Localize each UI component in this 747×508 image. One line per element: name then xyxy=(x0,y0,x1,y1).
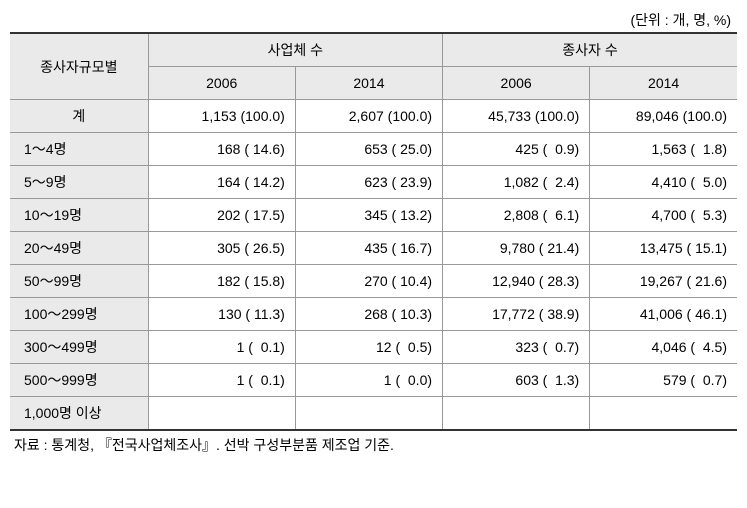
cell: 579 ( 0.7) xyxy=(590,364,737,397)
total-cell: 89,046 (100.0) xyxy=(590,100,737,133)
cell: 13,475 ( 15.1) xyxy=(590,232,737,265)
table-row: 100～299명 130 ( 11.3) 268 ( 10.3) 17,772 … xyxy=(10,298,737,331)
cell: 41,006 ( 46.1) xyxy=(590,298,737,331)
data-table: 종사자규모별 사업체 수 종사자 수 2006 2014 2006 2014 계… xyxy=(10,32,737,431)
cell: 1,082 ( 2.4) xyxy=(443,166,590,199)
table-row: 50～99명 182 ( 15.8) 270 ( 10.4) 12,940 ( … xyxy=(10,265,737,298)
row-label: 50～99명 xyxy=(10,265,148,298)
cell: 12,940 ( 28.3) xyxy=(443,265,590,298)
cell: 653 ( 25.0) xyxy=(295,133,442,166)
row-label: 1～4명 xyxy=(10,133,148,166)
table-row: 500～999명 1 ( 0.1) 1 ( 0.0) 603 ( 1.3) 57… xyxy=(10,364,737,397)
cell: 305 ( 26.5) xyxy=(148,232,295,265)
cell: 1 ( 0.0) xyxy=(295,364,442,397)
year-2006-biz: 2006 xyxy=(148,67,295,100)
cell: 270 ( 10.4) xyxy=(295,265,442,298)
cell: 17,772 ( 38.9) xyxy=(443,298,590,331)
year-2014-emp: 2014 xyxy=(590,67,737,100)
year-2014-biz: 2014 xyxy=(295,67,442,100)
source-note: 자료 : 통계청, 『전국사업체조사』. 선박 구성부분품 제조업 기준. xyxy=(10,435,737,455)
row-label: 10～19명 xyxy=(10,199,148,232)
cell: 4,410 ( 5.0) xyxy=(590,166,737,199)
cell: 1 ( 0.1) xyxy=(148,364,295,397)
cell: 623 ( 23.9) xyxy=(295,166,442,199)
row-label: 300～499명 xyxy=(10,331,148,364)
cell: 130 ( 11.3) xyxy=(148,298,295,331)
cell: 345 ( 13.2) xyxy=(295,199,442,232)
table-row: 1～4명 168 ( 14.6) 653 ( 25.0) 425 ( 0.9) … xyxy=(10,133,737,166)
group-header-biz: 사업체 수 xyxy=(148,33,442,67)
row-label: 20～49명 xyxy=(10,232,148,265)
row-label: 500～999명 xyxy=(10,364,148,397)
row-label: 1,000명 이상 xyxy=(10,397,148,431)
cell: 1 ( 0.1) xyxy=(148,331,295,364)
cell xyxy=(148,397,295,431)
table-row: 5～9명 164 ( 14.2) 623 ( 23.9) 1,082 ( 2.4… xyxy=(10,166,737,199)
cell: 603 ( 1.3) xyxy=(443,364,590,397)
cell: 268 ( 10.3) xyxy=(295,298,442,331)
total-cell: 45,733 (100.0) xyxy=(443,100,590,133)
row-label: 5～9명 xyxy=(10,166,148,199)
cell: 9,780 ( 21.4) xyxy=(443,232,590,265)
cell: 12 ( 0.5) xyxy=(295,331,442,364)
table-row: 1,000명 이상 xyxy=(10,397,737,431)
total-cell: 1,153 (100.0) xyxy=(148,100,295,133)
cell: 1,563 ( 1.8) xyxy=(590,133,737,166)
group-header-emp: 종사자 수 xyxy=(443,33,737,67)
unit-label: (단위 : 개, 명, %) xyxy=(10,10,737,30)
table-row: 10～19명 202 ( 17.5) 345 ( 13.2) 2,808 ( 6… xyxy=(10,199,737,232)
row-label: 100～299명 xyxy=(10,298,148,331)
cell: 19,267 ( 21.6) xyxy=(590,265,737,298)
cell: 425 ( 0.9) xyxy=(443,133,590,166)
row-header-label: 종사자규모별 xyxy=(10,33,148,100)
cell: 323 ( 0.7) xyxy=(443,331,590,364)
cell: 435 ( 16.7) xyxy=(295,232,442,265)
table-row: 20～49명 305 ( 26.5) 435 ( 16.7) 9,780 ( 2… xyxy=(10,232,737,265)
total-row: 계 1,153 (100.0) 2,607 (100.0) 45,733 (10… xyxy=(10,100,737,133)
group-header-row: 종사자규모별 사업체 수 종사자 수 xyxy=(10,33,737,67)
total-label: 계 xyxy=(10,100,148,133)
cell xyxy=(295,397,442,431)
cell: 164 ( 14.2) xyxy=(148,166,295,199)
cell: 2,808 ( 6.1) xyxy=(443,199,590,232)
cell xyxy=(590,397,737,431)
total-cell: 2,607 (100.0) xyxy=(295,100,442,133)
cell: 4,046 ( 4.5) xyxy=(590,331,737,364)
cell xyxy=(443,397,590,431)
cell: 168 ( 14.6) xyxy=(148,133,295,166)
year-2006-emp: 2006 xyxy=(443,67,590,100)
table-row: 300～499명 1 ( 0.1) 12 ( 0.5) 323 ( 0.7) 4… xyxy=(10,331,737,364)
cell: 182 ( 15.8) xyxy=(148,265,295,298)
cell: 4,700 ( 5.3) xyxy=(590,199,737,232)
cell: 202 ( 17.5) xyxy=(148,199,295,232)
